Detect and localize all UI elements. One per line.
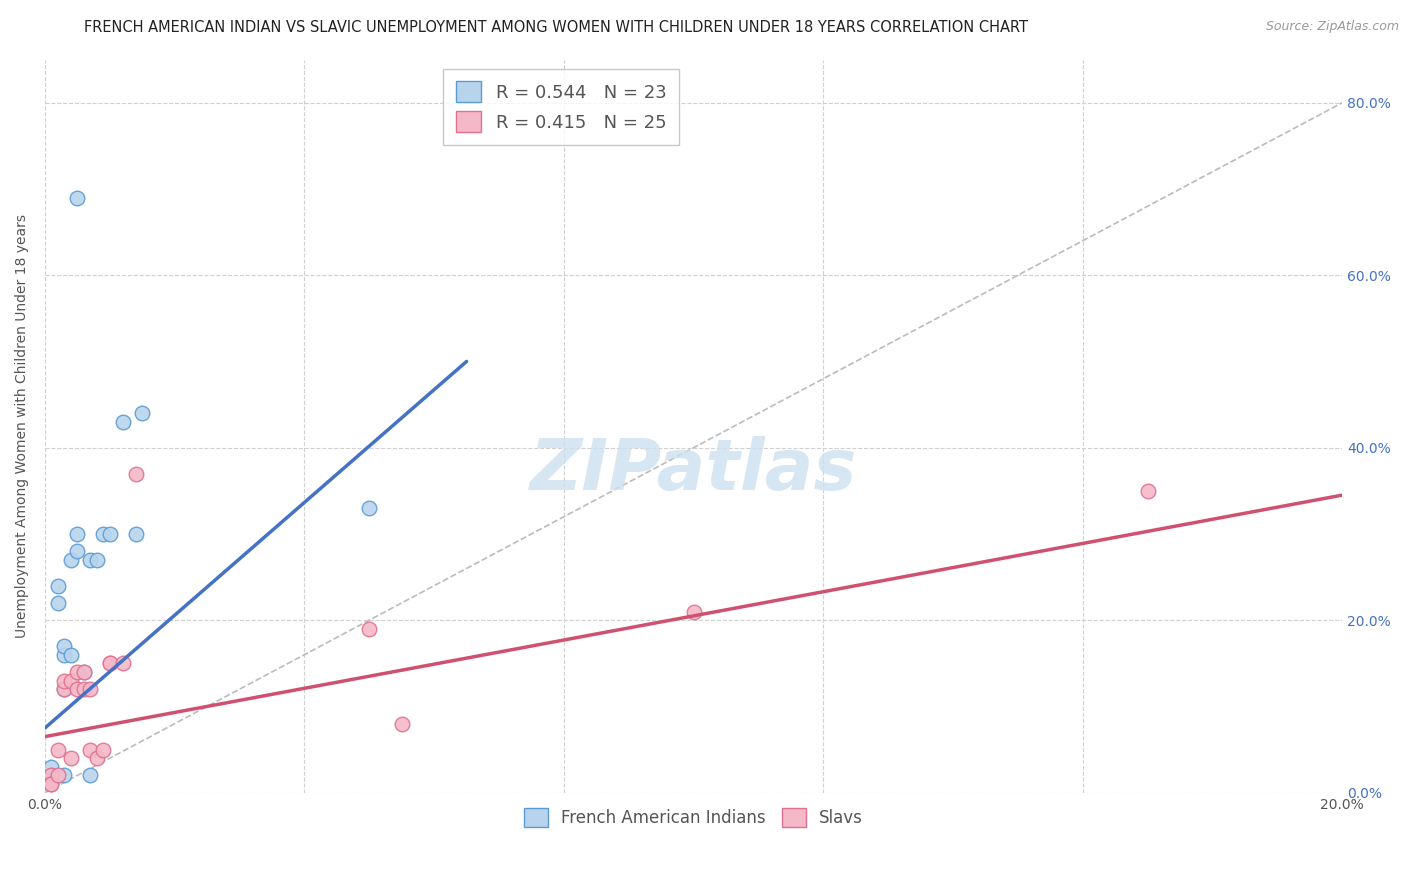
Point [66,682,89,697]
Point [93,742,115,756]
Point [131,406,153,420]
Point [66,665,89,679]
Point [53,648,76,662]
Point [98,527,121,541]
Point [391,716,413,731]
Y-axis label: Unemployment Among Women with Children Under 18 years: Unemployment Among Women with Children U… [15,214,30,638]
Point [79,682,101,697]
Point [41,768,63,782]
Point [53,768,76,782]
Point [53,682,76,697]
Text: FRENCH AMERICAN INDIAN VS SLAVIC UNEMPLOYMENT AMONG WOMEN WITH CHILDREN UNDER 18: FRENCH AMERICAN INDIAN VS SLAVIC UNEMPLO… [84,20,1028,35]
Point [53,673,76,688]
Point [46,596,69,610]
Point [59,673,82,688]
Point [73,665,96,679]
Point [359,501,381,516]
Point [73,682,96,697]
Point [41,760,63,774]
Point [66,527,89,541]
Point [66,544,89,558]
Text: Source: ZipAtlas.com: Source: ZipAtlas.com [1265,20,1399,33]
Point [1136,483,1159,498]
Point [59,648,82,662]
Point [66,191,89,205]
Point [86,751,108,765]
Point [41,768,63,782]
Point [98,657,121,671]
Text: ZIPatlas: ZIPatlas [530,435,858,505]
Point [59,751,82,765]
Point [73,665,96,679]
Point [682,605,704,619]
Point [53,639,76,653]
Point [79,768,101,782]
Point [46,742,69,756]
Point [111,415,134,429]
Legend: French American Indians, Slavs: French American Indians, Slavs [516,800,872,836]
Point [79,553,101,567]
Point [125,527,148,541]
Point [79,742,101,756]
Point [46,768,69,782]
Point [59,553,82,567]
Point [125,467,148,481]
Point [46,579,69,593]
Point [41,777,63,791]
Point [93,527,115,541]
Point [98,657,121,671]
Point [359,622,381,636]
Point [111,657,134,671]
Point [53,682,76,697]
Point [41,777,63,791]
Point [86,553,108,567]
